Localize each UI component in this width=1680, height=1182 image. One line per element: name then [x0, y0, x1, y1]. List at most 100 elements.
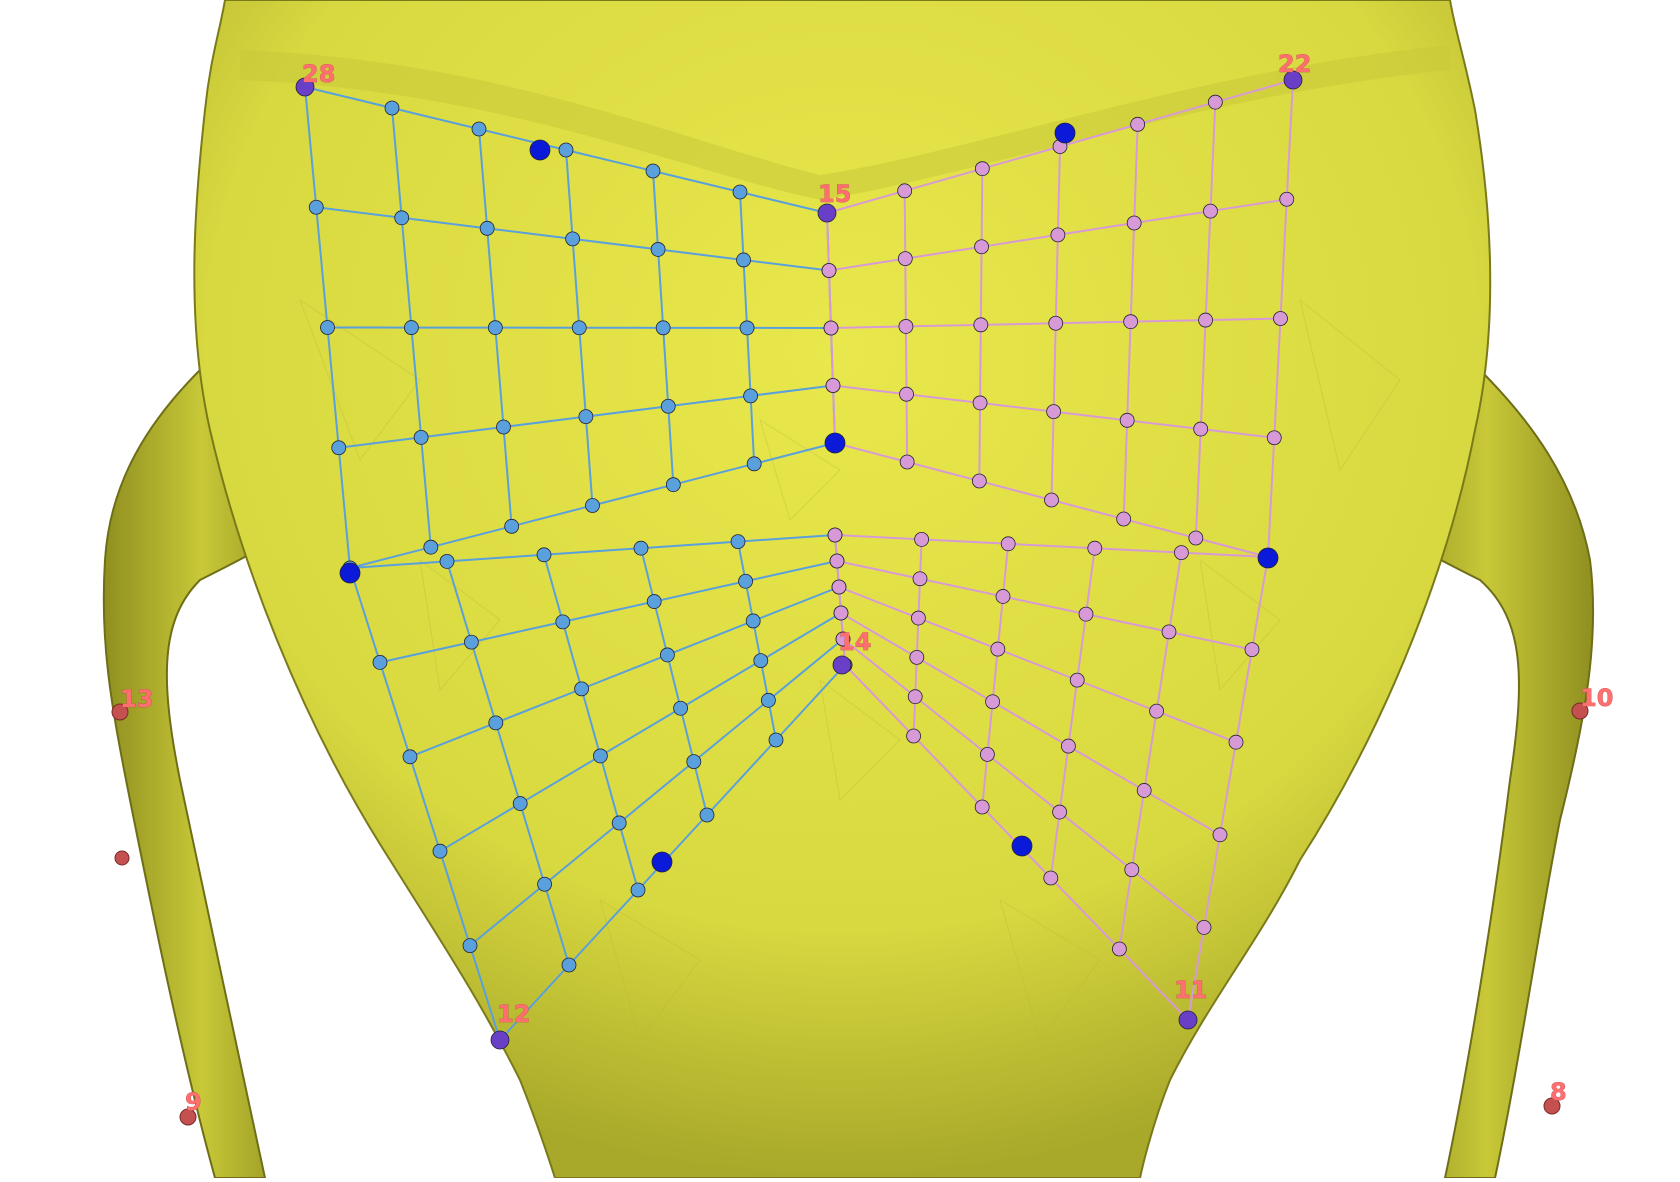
right-lower-grid-node[interactable]	[913, 572, 927, 586]
right-lower-grid-node[interactable]	[991, 642, 1005, 656]
left-lower-grid-node[interactable]	[746, 614, 760, 628]
anchor-node[interactable]	[825, 433, 845, 453]
left-lower-grid-node[interactable]	[537, 548, 551, 562]
left-upper-grid-node[interactable]	[480, 221, 494, 235]
left-lower-grid-node[interactable]	[440, 554, 454, 568]
right-upper-grid-node[interactable]	[972, 474, 986, 488]
right-lower-grid-node[interactable]	[1229, 735, 1243, 749]
right-upper-grid-node[interactable]	[1051, 228, 1065, 242]
right-lower-grid-node[interactable]	[828, 528, 842, 542]
left-lower-grid-node[interactable]	[373, 655, 387, 669]
left-lower-grid-node[interactable]	[739, 574, 753, 588]
left-upper-grid-node[interactable]	[733, 185, 747, 199]
left-lower-grid-node[interactable]	[489, 716, 503, 730]
left-upper-grid-node[interactable]	[385, 101, 399, 115]
left-lower-grid-node[interactable]	[769, 733, 783, 747]
left-lower-grid-node[interactable]	[562, 958, 576, 972]
left-upper-grid-node[interactable]	[414, 430, 428, 444]
right-upper-grid-node[interactable]	[1280, 192, 1294, 206]
right-upper-grid-node[interactable]	[898, 184, 912, 198]
right-upper-grid-node[interactable]	[1199, 313, 1213, 327]
right-upper-grid-node[interactable]	[974, 318, 988, 332]
right-upper-grid-node[interactable]	[899, 319, 913, 333]
right-upper-grid-node[interactable]	[822, 264, 836, 278]
left-lower-grid-node[interactable]	[761, 693, 775, 707]
right-upper-grid-node[interactable]	[898, 252, 912, 266]
right-upper-grid-node[interactable]	[1267, 431, 1281, 445]
right-lower-grid-node[interactable]	[1053, 805, 1067, 819]
right-lower-grid-node[interactable]	[1125, 863, 1139, 877]
right-lower-grid-node[interactable]	[1044, 871, 1058, 885]
left-upper-grid-node[interactable]	[740, 321, 754, 335]
anchor-node[interactable]	[1012, 836, 1032, 856]
right-lower-grid-node[interactable]	[1001, 537, 1015, 551]
right-lower-grid-node[interactable]	[911, 611, 925, 625]
left-upper-grid-node[interactable]	[472, 122, 486, 136]
left-lower-grid-node[interactable]	[674, 701, 688, 715]
right-lower-grid-node[interactable]	[1079, 607, 1093, 621]
corner-landmark[interactable]	[833, 656, 851, 674]
left-lower-grid-node[interactable]	[700, 808, 714, 822]
right-lower-grid-node[interactable]	[908, 690, 922, 704]
left-lower-grid-node[interactable]	[513, 797, 527, 811]
left-upper-grid-node[interactable]	[661, 399, 675, 413]
right-lower-grid-node[interactable]	[1137, 783, 1151, 797]
right-upper-grid-node[interactable]	[1047, 405, 1061, 419]
right-lower-grid-node[interactable]	[832, 580, 846, 594]
left-upper-grid-node[interactable]	[572, 321, 586, 335]
corner-landmark[interactable]	[1179, 1011, 1197, 1029]
right-upper-grid-node[interactable]	[1131, 117, 1145, 131]
left-lower-grid-node[interactable]	[403, 750, 417, 764]
anchor-node[interactable]	[1055, 123, 1075, 143]
right-lower-grid-node[interactable]	[1174, 546, 1188, 560]
anchor-node[interactable]	[652, 852, 672, 872]
right-upper-grid-node[interactable]	[900, 387, 914, 401]
left-lower-grid-node[interactable]	[593, 749, 607, 763]
right-upper-grid-node[interactable]	[1189, 531, 1203, 545]
right-lower-grid-node[interactable]	[1112, 942, 1126, 956]
left-lower-grid-node[interactable]	[731, 535, 745, 549]
right-upper-grid-node[interactable]	[900, 455, 914, 469]
left-upper-grid-node[interactable]	[321, 321, 335, 335]
left-upper-grid-node[interactable]	[651, 242, 665, 256]
right-upper-grid-node[interactable]	[1049, 316, 1063, 330]
left-upper-grid-node[interactable]	[497, 420, 511, 434]
right-lower-grid-node[interactable]	[1070, 673, 1084, 687]
right-upper-grid-node[interactable]	[824, 321, 838, 335]
right-upper-grid-node[interactable]	[1117, 512, 1131, 526]
right-lower-grid-node[interactable]	[1150, 704, 1164, 718]
right-lower-grid-node[interactable]	[1061, 739, 1075, 753]
right-upper-grid-node[interactable]	[1120, 413, 1134, 427]
left-lower-grid-node[interactable]	[433, 844, 447, 858]
right-lower-grid-node[interactable]	[986, 695, 1000, 709]
left-lower-grid-node[interactable]	[538, 877, 552, 891]
left-upper-grid-node[interactable]	[586, 499, 600, 513]
right-upper-grid-node[interactable]	[975, 240, 989, 254]
left-lower-grid-node[interactable]	[631, 883, 645, 897]
right-lower-grid-node[interactable]	[830, 554, 844, 568]
left-lower-grid-node[interactable]	[634, 541, 648, 555]
left-lower-grid-node[interactable]	[647, 595, 661, 609]
left-lower-grid-node[interactable]	[612, 816, 626, 830]
left-upper-grid-node[interactable]	[646, 164, 660, 178]
right-upper-grid-node[interactable]	[1194, 422, 1208, 436]
right-lower-grid-node[interactable]	[834, 606, 848, 620]
right-lower-grid-node[interactable]	[910, 650, 924, 664]
right-lower-grid-node[interactable]	[975, 800, 989, 814]
left-upper-grid-node[interactable]	[744, 389, 758, 403]
left-upper-grid-node[interactable]	[656, 321, 670, 335]
right-upper-grid-node[interactable]	[973, 396, 987, 410]
left-upper-grid-node[interactable]	[559, 143, 573, 157]
anchor-node[interactable]	[1258, 548, 1278, 568]
right-upper-grid-node[interactable]	[826, 379, 840, 393]
right-upper-grid-node[interactable]	[1045, 493, 1059, 507]
left-lower-grid-node[interactable]	[660, 648, 674, 662]
anchor-node[interactable]	[530, 140, 550, 160]
right-lower-grid-node[interactable]	[1245, 643, 1259, 657]
left-upper-grid-node[interactable]	[332, 441, 346, 455]
right-upper-grid-node[interactable]	[1274, 312, 1288, 326]
left-lower-grid-node[interactable]	[556, 615, 570, 629]
right-upper-grid-node[interactable]	[1127, 216, 1141, 230]
